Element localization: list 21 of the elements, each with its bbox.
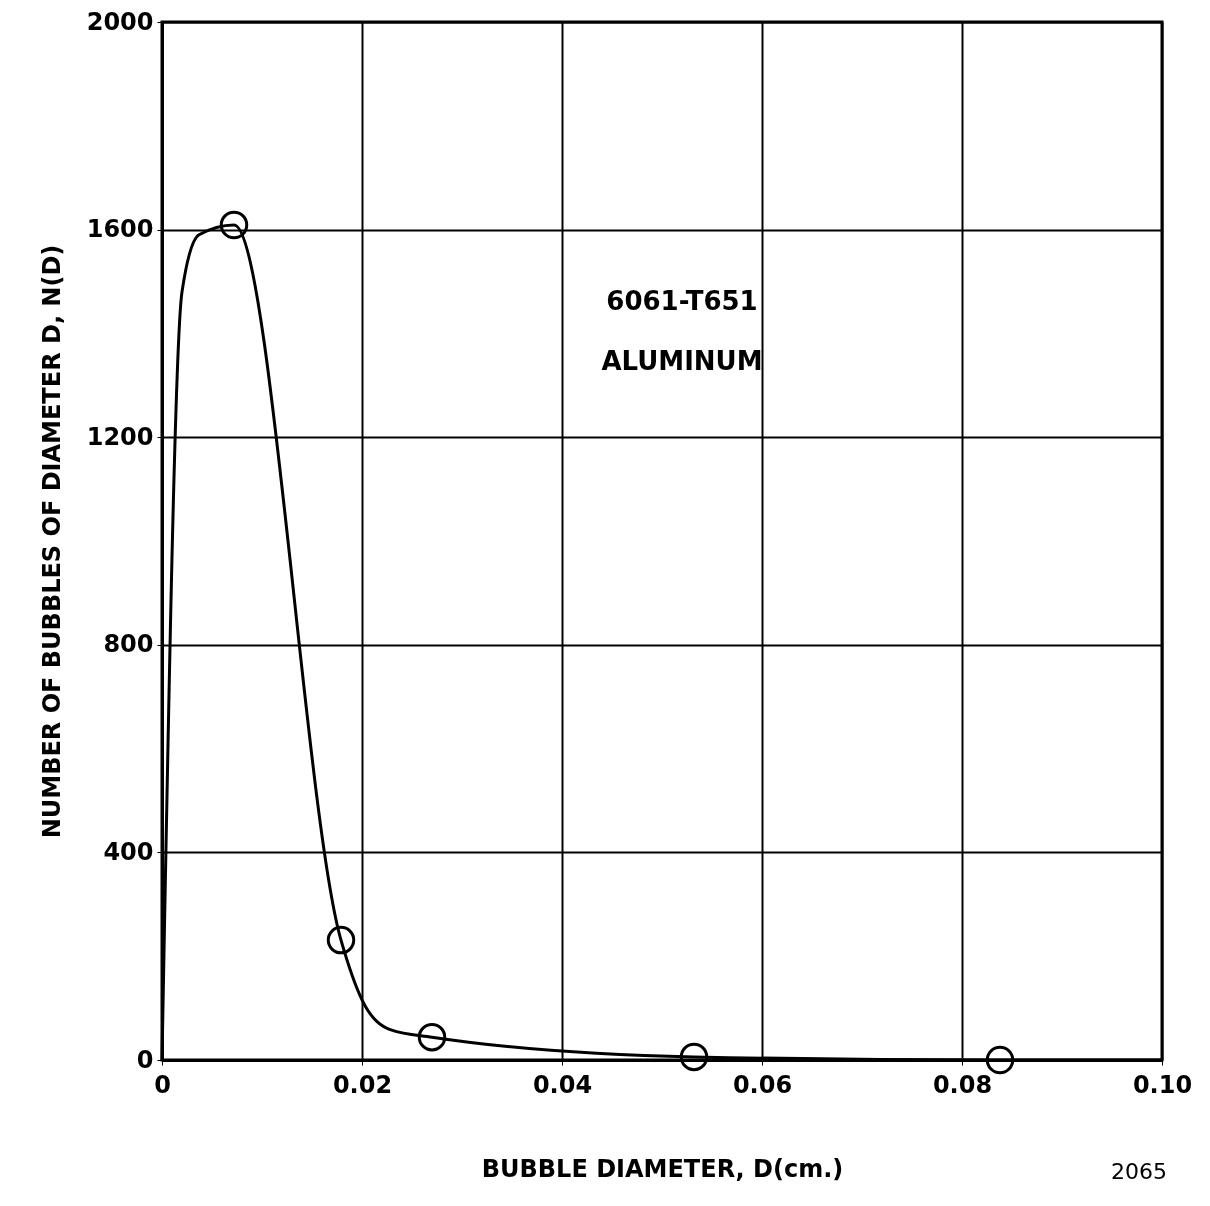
point <box>219 210 249 240</box>
y-tick-label: 0 <box>136 1045 154 1074</box>
annotation: ALUMINUM <box>601 346 763 376</box>
text: 2065 <box>1111 1159 1167 1184</box>
x-tick-label: 0.02 <box>332 1070 393 1099</box>
annotation: 6061-T651 <box>606 286 758 316</box>
point <box>985 1045 1015 1075</box>
y-tick-label: 1200 <box>86 422 154 451</box>
y-axis-title: NUMBER OF BUBBLES OF DIAMETER D, N(D) <box>37 244 66 839</box>
point <box>326 925 356 955</box>
point <box>679 1042 709 1072</box>
y-tick-label: 800 <box>103 630 154 659</box>
x-tick-label: 0.06 <box>732 1070 793 1099</box>
y-tick-label: 400 <box>103 837 154 866</box>
y-tick-label: 2000 <box>86 7 154 36</box>
x-axis-title: BUBBLE DIAMETER, D(cm.) <box>481 1154 844 1183</box>
x-tick-label: 0.10 <box>1132 1070 1193 1099</box>
y-tick-label: 1600 <box>86 215 154 244</box>
x-tick-label: 0.08 <box>932 1070 993 1099</box>
point <box>417 1022 447 1052</box>
x-tick-label: 0.04 <box>532 1070 593 1099</box>
